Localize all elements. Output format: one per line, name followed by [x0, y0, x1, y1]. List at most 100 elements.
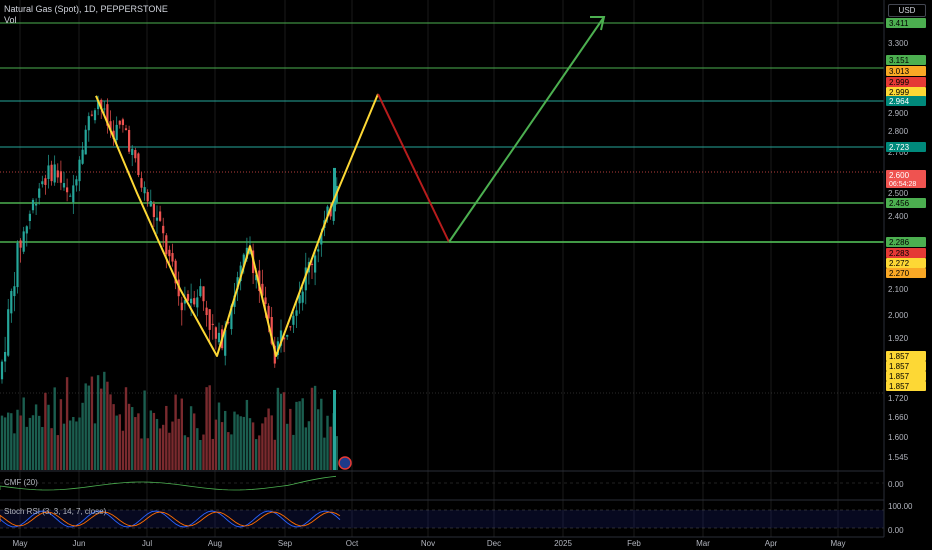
volume-bar: [208, 385, 211, 470]
price-tag: [886, 96, 926, 106]
time-tick: Jun: [73, 539, 86, 548]
candle-body: [53, 164, 56, 183]
candle-body: [75, 179, 78, 186]
candle-body: [121, 119, 124, 126]
volume-bar: [276, 387, 280, 470]
candle-body: [279, 330, 283, 346]
price-tag: [886, 371, 926, 381]
stoch-k-line: [0, 510, 341, 528]
candle-body: [286, 334, 289, 337]
volume-bar: [31, 415, 35, 470]
volume-bar: [214, 419, 218, 470]
volume-bar: [255, 439, 258, 470]
volume-bar: [13, 433, 16, 470]
candle-body: [146, 192, 149, 202]
candle-body: [103, 108, 106, 110]
candle-body: [171, 253, 174, 262]
price-tag-label: 2.999: [889, 78, 910, 87]
price-tag-label: 2.456: [889, 199, 910, 208]
volume-bar: [118, 414, 121, 470]
currency-button[interactable]: USD: [888, 4, 926, 17]
candle-body: [233, 295, 236, 307]
volume-bar: [90, 376, 94, 470]
time-tick: Sep: [278, 539, 293, 548]
price-axis: 3.3003.2002.9002.8002.7002.5002.4002.100…: [883, 0, 932, 550]
volume-bar: [196, 428, 199, 470]
volume-bar: [245, 399, 249, 470]
cmf-tick: 0.00: [888, 480, 904, 489]
indicator-panes: [0, 470, 884, 529]
volume-bar: [174, 394, 177, 470]
volume-bar: [7, 412, 10, 470]
price-tag: [886, 66, 926, 76]
stoch-rsi-label[interactable]: Stoch RSI (3, 3, 14, 7, close): [4, 507, 107, 516]
candle-body: [97, 100, 100, 110]
time-tick: Apr: [765, 539, 778, 548]
volume-bar: [165, 405, 168, 470]
volume-bar: [239, 416, 242, 470]
pattern-drawings: [95, 16, 884, 470]
double-bottom-pattern: [95, 93, 379, 357]
candle-body: [217, 332, 221, 343]
volume-label[interactable]: Vol: [4, 15, 17, 25]
volume-bar: [186, 437, 190, 470]
volume-bar: [137, 413, 140, 470]
volume-bar: [171, 421, 174, 470]
candle-body: [214, 327, 217, 339]
volume-bar: [292, 434, 295, 470]
candle-body: [193, 298, 196, 305]
cmf-label[interactable]: CMF (20): [4, 478, 38, 487]
volume-bar: [155, 418, 159, 470]
candle-body: [31, 199, 35, 211]
price-tag: [886, 18, 926, 28]
volume-bar: [28, 417, 32, 470]
candle-body: [25, 226, 28, 234]
candle-body: [112, 130, 115, 139]
candle-body: [90, 114, 93, 116]
candle-body: [41, 181, 44, 185]
last-volume-bar: [333, 390, 336, 470]
volume-bar: [199, 439, 202, 470]
price-tag: [886, 351, 926, 361]
price-tag: [886, 381, 926, 391]
candle-body: [190, 298, 193, 304]
candle-body: [128, 129, 131, 152]
volume-bar: [329, 426, 332, 470]
volume-bar: [53, 387, 56, 470]
volume-bar: [124, 387, 128, 470]
volume-bar: [279, 393, 283, 470]
candle-body: [47, 165, 50, 180]
price-tag-label: 2.272: [889, 259, 910, 268]
price-tag-label: 3.013: [889, 67, 910, 76]
price-tag-label: 3.411: [889, 19, 909, 28]
candle-body: [174, 260, 177, 284]
candle-body: [87, 116, 90, 131]
volume-bar: [326, 415, 329, 470]
volume-bar: [87, 385, 90, 470]
price-tag-label: 2.723: [889, 143, 910, 152]
volume-bar: [177, 418, 180, 470]
price-tag-label: 1.857: [889, 372, 910, 381]
candle-body: [205, 307, 208, 316]
candle-body: [202, 286, 205, 302]
candle-body: [7, 309, 10, 356]
price-tag: [886, 237, 926, 247]
price-tag-label: 1.857: [889, 382, 910, 391]
volume-bar: [16, 409, 19, 470]
volume-bar: [34, 404, 38, 470]
volume-bar: [211, 438, 214, 470]
price-tick: 2.100: [888, 285, 909, 294]
volume-bar: [59, 399, 63, 470]
volume-bar: [140, 438, 143, 470]
symbol-title[interactable]: Natural Gas (Spot), 1D, PEPPERSTONE: [4, 4, 168, 14]
volume-bar: [62, 423, 66, 470]
candle-body: [159, 211, 162, 221]
candle-body: [69, 195, 72, 197]
volume-bar: [143, 390, 146, 470]
candle-body: [56, 170, 59, 178]
candle-body: [106, 104, 109, 126]
candle-body: [131, 148, 134, 155]
candle-body: [298, 295, 301, 304]
candle-body: [38, 188, 41, 198]
